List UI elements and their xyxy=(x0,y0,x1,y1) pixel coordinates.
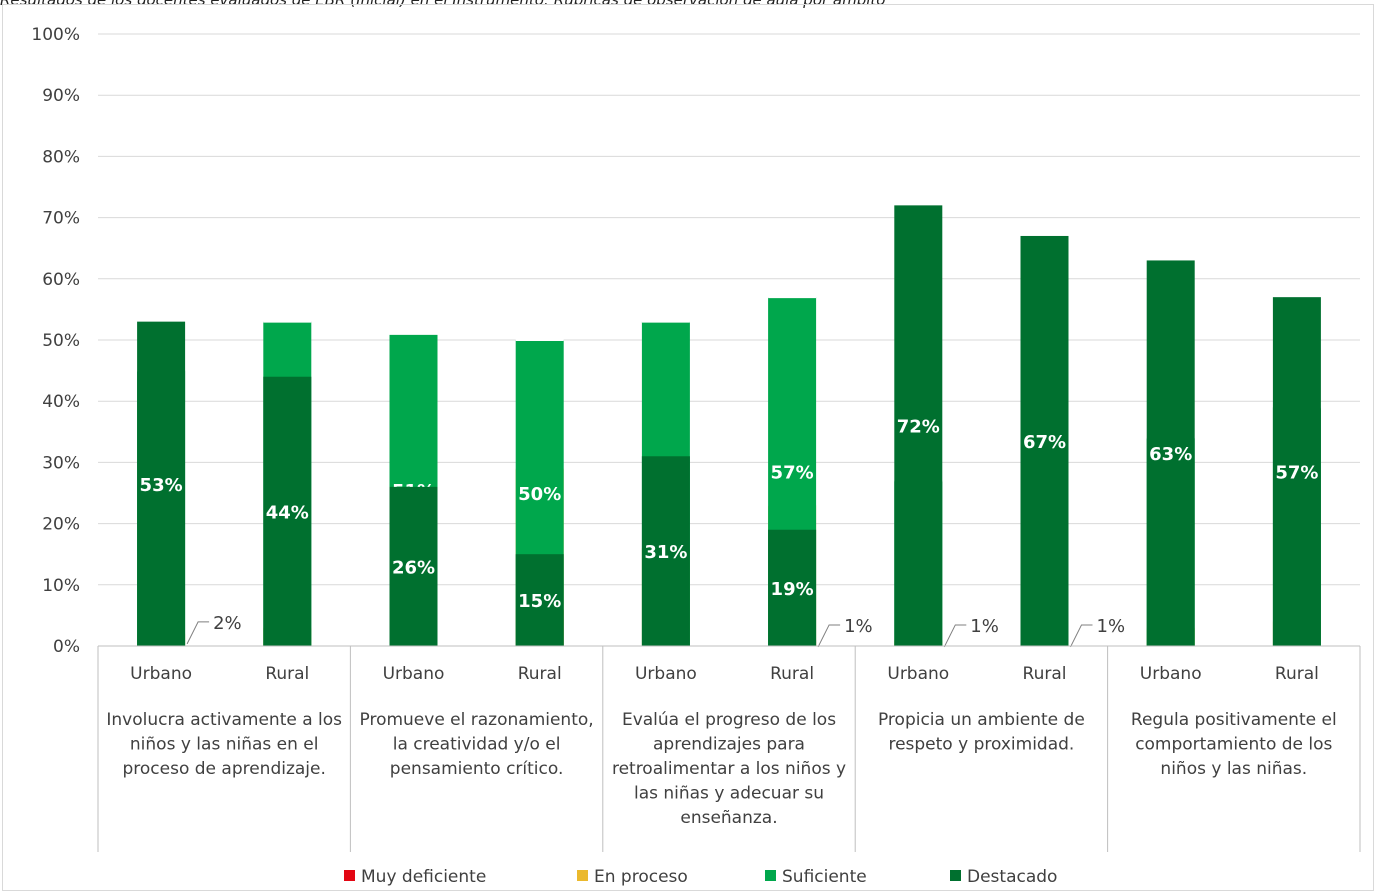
y-tick-label: 60% xyxy=(42,270,80,290)
y-axis: 0% 10% 20% 30% 40% 50% 60% 70% 80% 90% 100% xyxy=(31,25,80,657)
y-tick-label: 0% xyxy=(53,637,80,657)
leader-line xyxy=(186,621,210,645)
legend-label: En proceso xyxy=(594,867,688,887)
x-tick-label: Rural xyxy=(770,664,814,684)
bar-segment xyxy=(1020,235,1069,646)
data-label: 19% xyxy=(771,579,814,600)
data-label: 67% xyxy=(1023,432,1066,453)
x-tick-label: Rural xyxy=(518,664,562,684)
leader-line xyxy=(1070,624,1093,648)
data-label: 72% xyxy=(897,417,940,438)
x-tick-label: Rural xyxy=(1023,664,1067,684)
y-tick-label: 10% xyxy=(42,576,80,596)
data-label: 31% xyxy=(644,542,687,563)
data-label: 50% xyxy=(518,484,561,505)
bar-segment xyxy=(641,456,690,646)
data-label: 63% xyxy=(1149,444,1192,465)
y-tick-label: 20% xyxy=(42,515,80,535)
bar-segment xyxy=(263,376,312,646)
data-label: 26% xyxy=(392,557,435,578)
data-label: 53% xyxy=(140,475,183,496)
y-tick-label: 100% xyxy=(31,25,80,45)
y-tick-label: 50% xyxy=(42,331,80,351)
data-label: 2% xyxy=(213,613,242,634)
leader-line xyxy=(943,624,967,648)
data-label: 1% xyxy=(970,616,999,637)
group-label: Promueve el razonamiento, la creatividad … xyxy=(360,710,594,779)
legend-swatch xyxy=(577,870,588,881)
x-axis: Urbano Rural Urbano Rural Urbano Rural Urbano R… xyxy=(97,645,1361,852)
bar-segment xyxy=(1146,260,1195,646)
x-tick-label: Urbano xyxy=(1140,664,1202,684)
legend-swatch xyxy=(765,870,776,881)
data-label: 15% xyxy=(518,591,561,612)
data-label: 57% xyxy=(1275,463,1318,484)
x-tick-label: Urbano xyxy=(383,664,445,684)
y-tick-label: 90% xyxy=(42,86,80,106)
data-label: 44% xyxy=(266,502,309,523)
group-label: Evalúa el progreso de los aprendizajes pa… xyxy=(612,710,846,828)
legend-swatch xyxy=(344,870,355,881)
bar-segment xyxy=(137,321,186,646)
x-tick-label: Urbano xyxy=(887,664,949,684)
group-label: Involucra activamente a los niños y las n… xyxy=(106,710,342,779)
bar-segment xyxy=(768,529,817,646)
legend-label: Muy deficiente xyxy=(361,867,486,887)
group-label: Regula positivamente el comportamiento de… xyxy=(1131,710,1337,779)
x-tick-label: Urbano xyxy=(635,664,697,684)
bar-segment xyxy=(894,205,943,647)
leader-line xyxy=(817,624,841,648)
data-label: 1% xyxy=(1097,616,1126,637)
y-tick-label: 80% xyxy=(42,147,80,167)
legend: Muy deficiente En proceso Suficiente Destac… xyxy=(344,867,1057,887)
legend-label: Suficiente xyxy=(782,867,867,887)
x-tick-label: Rural xyxy=(265,664,309,684)
bar-segment xyxy=(1272,297,1321,646)
bars: 2%45%53%3%53%44%3%20%51%26%6%29%50%15%16… xyxy=(137,205,1321,649)
bar-segment xyxy=(389,486,438,646)
x-tick-label: Urbano xyxy=(130,664,192,684)
x-tick-label: Rural xyxy=(1275,664,1319,684)
data-label: 1% xyxy=(844,616,873,637)
legend-swatch xyxy=(950,870,961,881)
y-tick-label: 30% xyxy=(42,453,80,473)
legend-label: Destacado xyxy=(967,867,1057,887)
y-tick-label: 40% xyxy=(42,392,80,412)
y-tick-label: 70% xyxy=(42,209,80,229)
group-label: Propicia un ambiente de respeto y proximi… xyxy=(878,710,1085,755)
bar-segment xyxy=(515,554,564,646)
data-label: 57% xyxy=(771,463,814,484)
chart-border xyxy=(2,4,1374,891)
